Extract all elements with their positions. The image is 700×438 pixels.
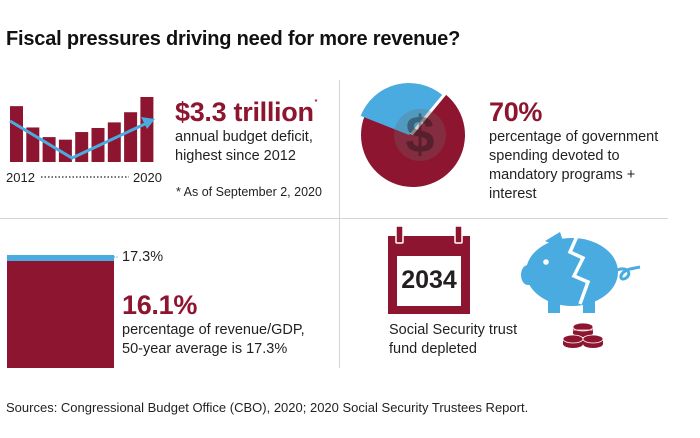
revenue-average-label: 17.3% <box>122 249 164 265</box>
revenue-average-bar <box>7 255 114 261</box>
deficit-bar-2014 <box>42 137 56 162</box>
deficit-value-text: $3.3 trillion <box>175 97 314 127</box>
deficit-bar-2015 <box>58 139 72 162</box>
mandatory-description: percentage of government spending devote… <box>489 129 659 202</box>
trend-arrow-head <box>141 117 155 129</box>
dollar-sign-icon: $ <box>394 106 446 164</box>
svg-text:$: $ <box>406 106 435 164</box>
deficit-bar-2017 <box>91 127 105 162</box>
vertical-divider <box>339 80 340 368</box>
deficit-bar-2019 <box>124 112 138 162</box>
axis-start-label: 2012 <box>6 170 35 185</box>
page-title: Fiscal pressures driving need for more r… <box>6 28 461 50</box>
footnote-mark: * <box>314 99 318 106</box>
revenue-value: 16.1% <box>122 290 198 320</box>
deficit-bar-2018 <box>107 122 121 162</box>
deficit-description: annual budget deficit, highest since 201… <box>175 129 313 164</box>
deficit-bar-2013 <box>26 127 40 162</box>
pie-slice-mandatory <box>361 94 465 187</box>
pie-slice-other <box>360 82 443 135</box>
deficit-bar-2016 <box>75 132 89 162</box>
deficit-bar-2020 <box>140 97 154 162</box>
sources-note: Sources: Congressional Budget Office (CB… <box>6 400 529 415</box>
revenue-actual-bar <box>7 261 114 368</box>
deficit-bar-2012 <box>10 106 23 162</box>
axis-end-label: 2020 <box>133 170 162 185</box>
horizontal-divider <box>0 218 668 219</box>
revenue-description: percentage of revenue/GDP, 50-year avera… <box>122 322 305 357</box>
deficit-value: $3.3 trillion* <box>175 97 317 128</box>
calendar-year: 2034 <box>401 266 457 294</box>
social-security-description: Social Security trust fund depleted <box>389 322 518 357</box>
coins-icon <box>562 322 604 348</box>
deficit-footnote: * As of September 2, 2020 <box>176 185 322 199</box>
mandatory-value: 70% <box>489 97 543 127</box>
trend-arrow-line <box>9 119 148 160</box>
